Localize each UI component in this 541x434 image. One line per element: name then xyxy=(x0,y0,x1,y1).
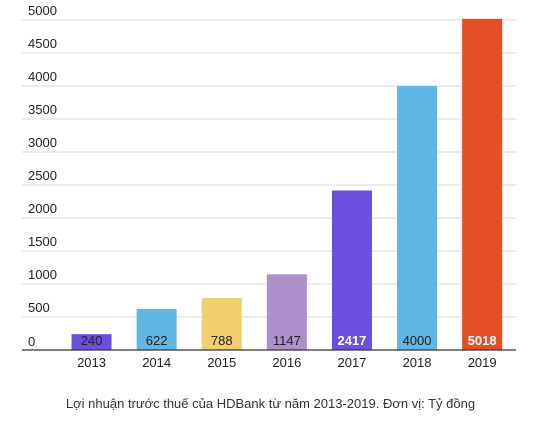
data-label-2017: 2417 xyxy=(337,333,366,348)
y-tick-label-0: 0 xyxy=(28,334,35,349)
bar-2013 xyxy=(71,334,112,350)
x-axis-tick-labels: 2013 2014 2015 2016 2017 2018 2019 xyxy=(77,355,497,370)
data-label-2014: 622 xyxy=(146,333,168,348)
y-tick-label-4000: 4000 xyxy=(28,69,57,84)
x-tick-label-2018: 2018 xyxy=(403,355,432,370)
data-label-2018: 4000 xyxy=(403,333,432,348)
x-tick-label-2013: 2013 xyxy=(77,355,106,370)
x-tick-label-2014: 2014 xyxy=(142,355,171,370)
x-tick-label-2016: 2016 xyxy=(272,355,301,370)
bar-chart: 0 500 1000 1500 2000 2500 3000 3500 4000 4500 5000… xyxy=(22,3,516,370)
data-label-2013: 240 xyxy=(81,333,103,348)
y-tick-label-1000: 1000 xyxy=(28,267,57,282)
y-tick-label-1500: 1500 xyxy=(28,234,57,249)
gridlines xyxy=(22,19,516,318)
bar-2018 xyxy=(397,86,438,350)
x-tick-label-2019: 2019 xyxy=(468,355,497,370)
y-tick-label-2000: 2000 xyxy=(28,201,57,216)
y-tick-label-3000: 3000 xyxy=(28,135,57,150)
x-tick-label-2017: 2017 xyxy=(337,355,366,370)
y-axis-tick-labels: 0 500 1000 1500 2000 2500 3000 3500 4000 4500 5000 xyxy=(28,3,57,349)
bar-2017 xyxy=(331,190,372,350)
y-tick-label-3500: 3500 xyxy=(28,102,57,117)
data-labels: 240 622 788 1147 2417 4000 5018 xyxy=(81,333,497,348)
data-label-2015: 788 xyxy=(211,333,233,348)
y-tick-label-4500: 4500 xyxy=(28,36,57,51)
data-label-2019: 5018 xyxy=(468,333,497,348)
data-label-2016: 1147 xyxy=(273,333,301,348)
bars xyxy=(71,18,503,350)
bar-2019 xyxy=(462,18,503,350)
chart-caption: Lợi nhuận trước thuế của HDBank từ năm 2… xyxy=(65,396,476,411)
bar-2014 xyxy=(136,308,177,350)
x-tick-label-2015: 2015 xyxy=(207,355,236,370)
y-tick-label-5000: 5000 xyxy=(28,3,57,18)
y-tick-label-500: 500 xyxy=(28,300,50,315)
y-tick-label-2500: 2500 xyxy=(28,168,57,183)
bar-2016 xyxy=(266,274,307,350)
bar-2015 xyxy=(201,297,242,350)
